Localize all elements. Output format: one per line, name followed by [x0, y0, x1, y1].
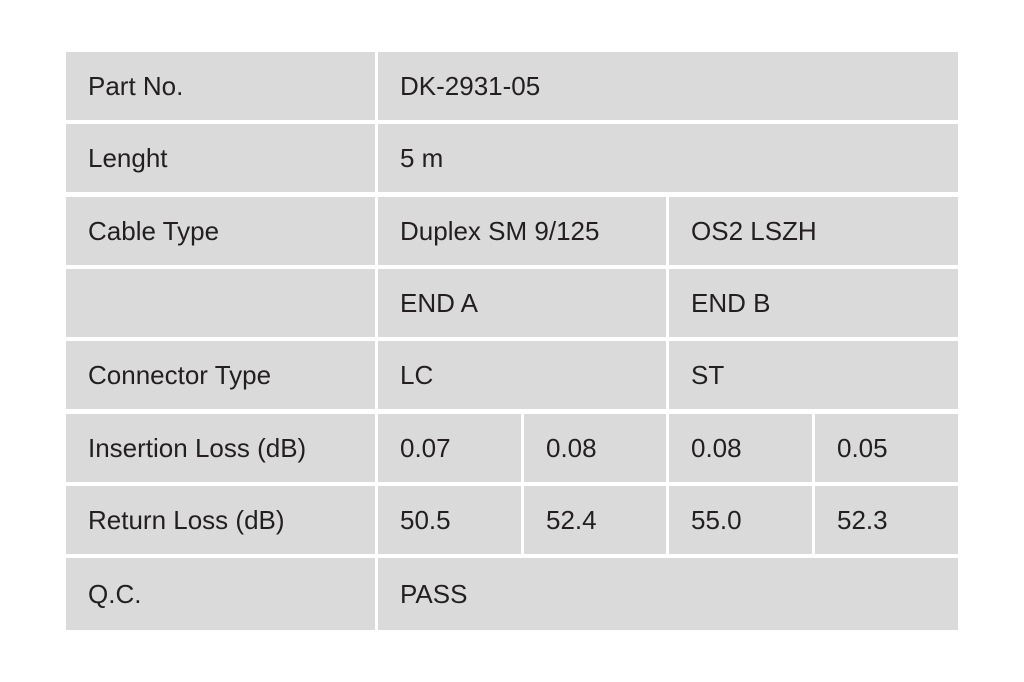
cell-value: PASS: [378, 558, 958, 630]
cell-value: 52.4: [524, 486, 666, 554]
cell-value: 0.05: [815, 414, 958, 482]
row-label: Lenght: [66, 124, 375, 192]
cell-value: LC: [378, 341, 666, 409]
cell-value: 50.5: [378, 486, 521, 554]
cell-value: Duplex SM 9/125: [378, 197, 666, 265]
cell-value: END A: [378, 269, 666, 337]
cell-value: 0.08: [524, 414, 666, 482]
row-label: Return Loss (dB): [66, 486, 375, 554]
cell-value: DK-2931-05: [378, 52, 958, 120]
row-label: Insertion Loss (dB): [66, 414, 375, 482]
row-label: Connector Type: [66, 341, 375, 409]
row-label: Part No.: [66, 52, 375, 120]
cell-value: 0.07: [378, 414, 521, 482]
cell-value: OS2 LSZH: [669, 197, 958, 265]
row-label: Q.C.: [66, 558, 375, 630]
cell-value: END B: [669, 269, 958, 337]
cell-value: 5 m: [378, 124, 958, 192]
cell-value: 55.0: [669, 486, 812, 554]
cell-value: ST: [669, 341, 958, 409]
cell-value: 0.08: [669, 414, 812, 482]
row-label: Cable Type: [66, 197, 375, 265]
empty-cell: [66, 269, 375, 337]
cell-value: 52.3: [815, 486, 958, 554]
